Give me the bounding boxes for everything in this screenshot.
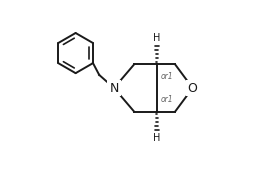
Text: H: H	[153, 33, 161, 43]
Text: N: N	[109, 81, 119, 95]
Text: O: O	[188, 81, 198, 95]
Text: or1: or1	[160, 72, 173, 81]
Text: or1: or1	[160, 95, 173, 104]
Text: H: H	[153, 133, 161, 143]
